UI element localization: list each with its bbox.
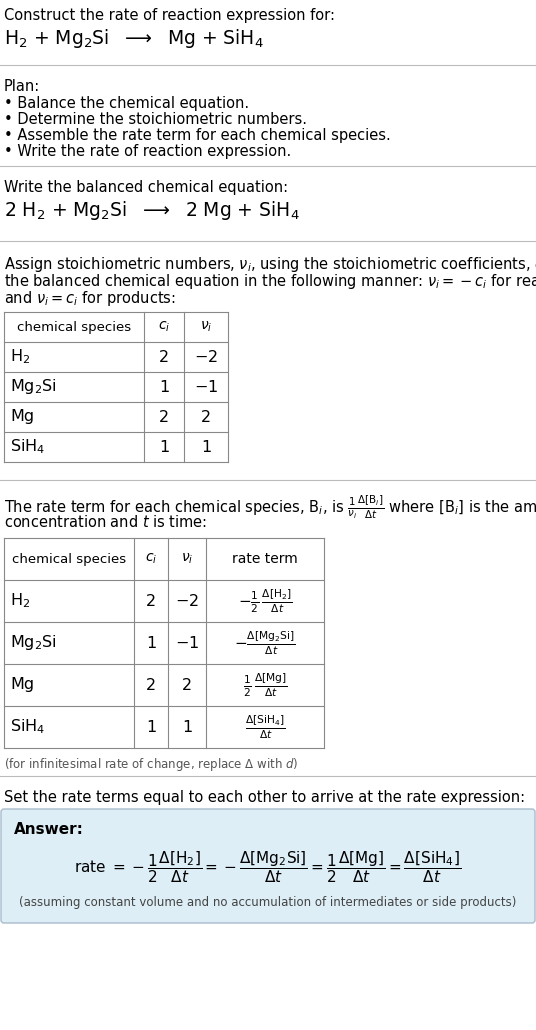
Text: (for infinitesimal rate of change, replace $\Delta$ with $d$): (for infinitesimal rate of change, repla…	[4, 756, 299, 772]
Text: 2: 2	[146, 678, 156, 692]
Text: H$_2$: H$_2$	[10, 591, 30, 611]
Text: $-\frac{1}{2}\,\frac{\Delta[\mathrm{H_2}]}{\Delta t}$: $-\frac{1}{2}\,\frac{\Delta[\mathrm{H_2}…	[237, 587, 293, 615]
Text: chemical species: chemical species	[12, 552, 126, 565]
Text: Set the rate terms equal to each other to arrive at the rate expression:: Set the rate terms equal to each other t…	[4, 790, 525, 805]
Text: 1: 1	[159, 379, 169, 394]
Text: $\frac{\Delta[\mathrm{SiH_4}]}{\Delta t}$: $\frac{\Delta[\mathrm{SiH_4}]}{\Delta t}…	[245, 713, 285, 741]
Text: 2: 2	[182, 678, 192, 692]
Text: rate $= -\dfrac{1}{2}\dfrac{\Delta[\mathrm{H_2}]}{\Delta t}$$ = -\dfrac{\Delta[\: rate $= -\dfrac{1}{2}\dfrac{\Delta[\math…	[75, 849, 461, 885]
Text: $\frac{1}{2}\,\frac{\Delta[\mathrm{Mg}]}{\Delta t}$: $\frac{1}{2}\,\frac{\Delta[\mathrm{Mg}]}…	[243, 672, 287, 698]
Text: SiH$_4$: SiH$_4$	[10, 438, 45, 456]
Text: Construct the rate of reaction expression for:: Construct the rate of reaction expressio…	[4, 8, 335, 23]
Text: rate term: rate term	[232, 552, 298, 566]
Text: concentration and $t$ is time:: concentration and $t$ is time:	[4, 514, 207, 530]
Text: chemical species: chemical species	[17, 320, 131, 334]
Text: $-2$: $-2$	[194, 349, 218, 365]
Text: 2: 2	[159, 349, 169, 365]
Text: and $\nu_i = c_i$ for products:: and $\nu_i = c_i$ for products:	[4, 289, 176, 308]
Text: 2: 2	[201, 410, 211, 424]
Text: (assuming constant volume and no accumulation of intermediates or side products): (assuming constant volume and no accumul…	[19, 896, 517, 909]
Text: • Write the rate of reaction expression.: • Write the rate of reaction expression.	[4, 144, 291, 159]
Text: $c_i$: $c_i$	[145, 552, 157, 566]
Text: $-2$: $-2$	[175, 593, 199, 609]
Text: $-\frac{\Delta[\mathrm{Mg_2Si}]}{\Delta t}$: $-\frac{\Delta[\mathrm{Mg_2Si}]}{\Delta …	[234, 629, 296, 657]
Text: SiH$_4$: SiH$_4$	[10, 718, 45, 736]
FancyBboxPatch shape	[1, 809, 535, 923]
Text: 1: 1	[146, 636, 156, 651]
Text: the balanced chemical equation in the following manner: $\nu_i = -c_i$ for react: the balanced chemical equation in the fo…	[4, 272, 536, 291]
Text: Answer:: Answer:	[14, 822, 84, 837]
Text: H$_2$ + Mg$_2$Si  $\longrightarrow$  Mg + SiH$_4$: H$_2$ + Mg$_2$Si $\longrightarrow$ Mg + …	[4, 27, 264, 50]
Text: 2: 2	[159, 410, 169, 424]
Text: H$_2$: H$_2$	[10, 348, 30, 367]
Text: Write the balanced chemical equation:: Write the balanced chemical equation:	[4, 180, 288, 195]
Text: Mg$_2$Si: Mg$_2$Si	[10, 378, 57, 397]
Text: $-1$: $-1$	[175, 636, 199, 651]
Text: $-1$: $-1$	[194, 379, 218, 394]
Text: The rate term for each chemical species, B$_i$, is $\frac{1}{\nu_i}\frac{\Delta[: The rate term for each chemical species,…	[4, 494, 536, 521]
Text: $c_i$: $c_i$	[158, 319, 170, 334]
Text: Mg: Mg	[10, 678, 34, 692]
Text: $\nu_i$: $\nu_i$	[181, 552, 193, 566]
Text: • Balance the chemical equation.: • Balance the chemical equation.	[4, 96, 249, 111]
Text: Mg: Mg	[10, 410, 34, 424]
Text: $\nu_i$: $\nu_i$	[200, 319, 212, 334]
Text: 1: 1	[201, 440, 211, 454]
Text: 1: 1	[182, 720, 192, 734]
Text: • Assemble the rate term for each chemical species.: • Assemble the rate term for each chemic…	[4, 128, 391, 143]
Text: 2 H$_2$ + Mg$_2$Si  $\longrightarrow$  2 Mg + SiH$_4$: 2 H$_2$ + Mg$_2$Si $\longrightarrow$ 2 M…	[4, 199, 300, 222]
Text: Assign stoichiometric numbers, $\nu_i$, using the stoichiometric coefficients, $: Assign stoichiometric numbers, $\nu_i$, …	[4, 255, 536, 274]
Text: Mg$_2$Si: Mg$_2$Si	[10, 633, 57, 652]
Text: Plan:: Plan:	[4, 79, 40, 94]
Text: 1: 1	[159, 440, 169, 454]
Text: 2: 2	[146, 593, 156, 609]
Text: • Determine the stoichiometric numbers.: • Determine the stoichiometric numbers.	[4, 112, 307, 127]
Text: 1: 1	[146, 720, 156, 734]
